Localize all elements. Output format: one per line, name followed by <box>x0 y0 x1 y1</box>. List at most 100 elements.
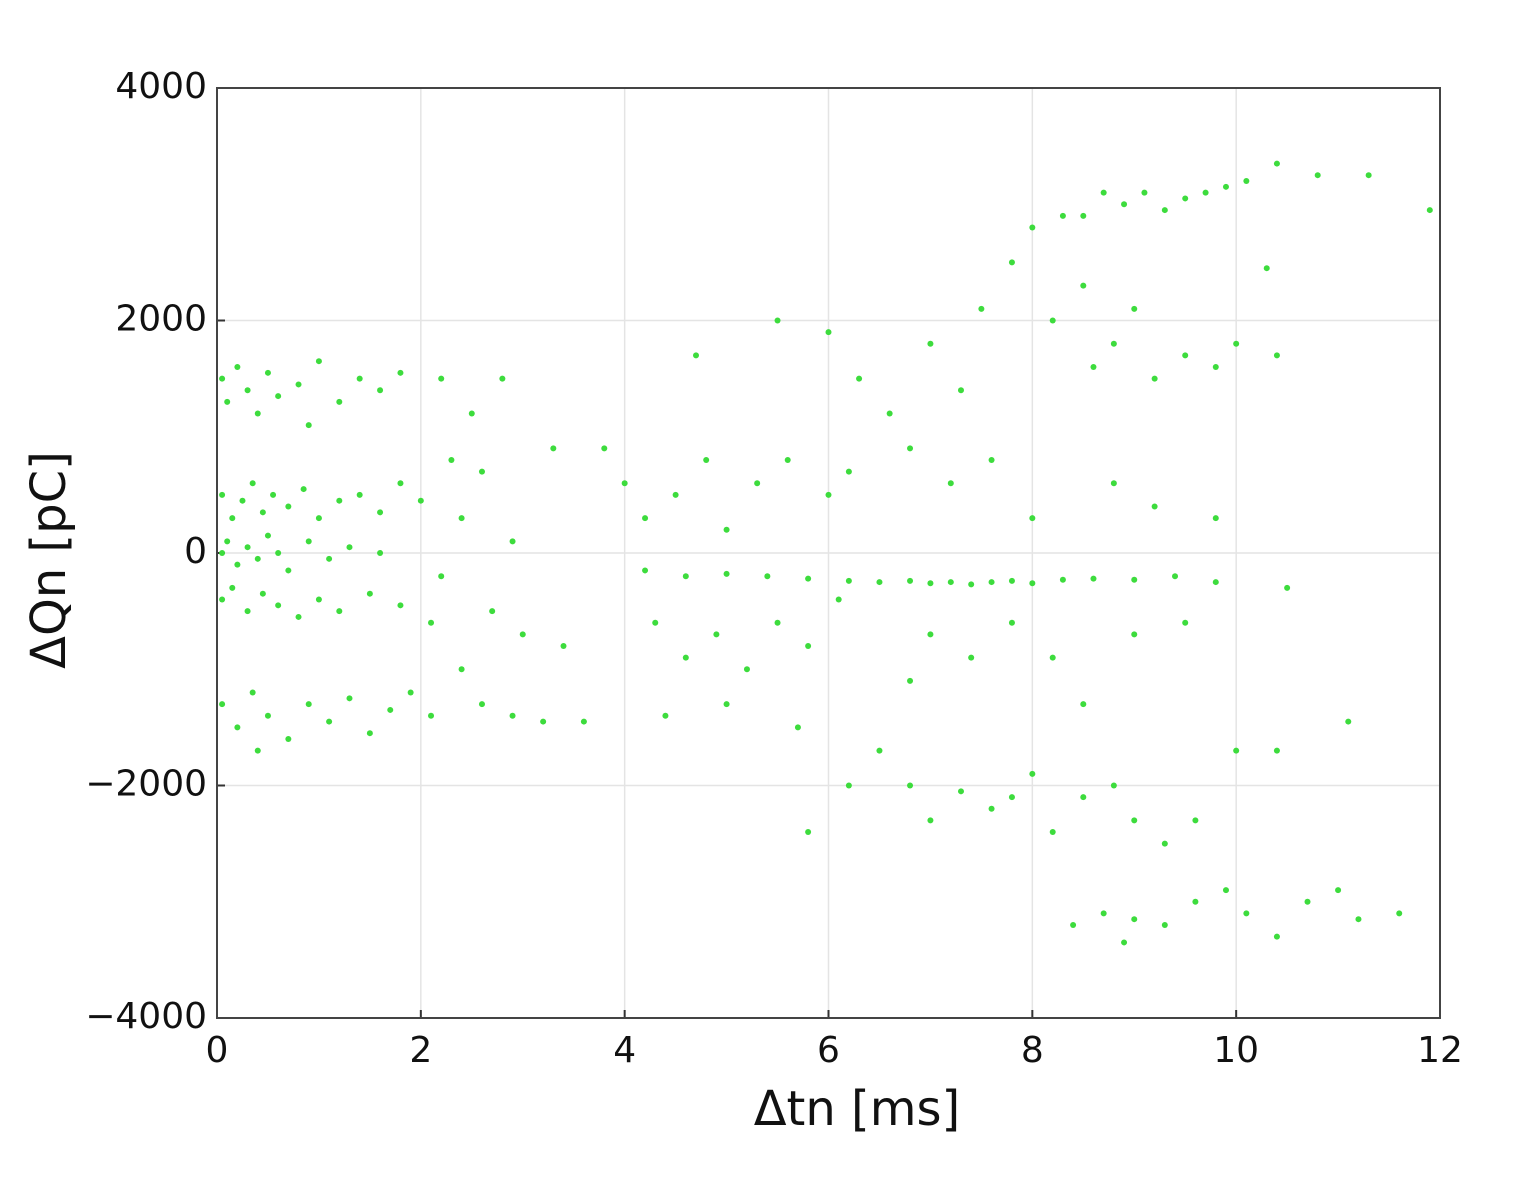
point <box>377 550 384 556</box>
point <box>234 724 241 731</box>
point <box>478 468 485 475</box>
point <box>988 457 995 463</box>
x-tick-label: 12 <box>1417 1030 1463 1071</box>
point <box>907 445 914 452</box>
point <box>845 782 852 789</box>
point <box>264 712 271 719</box>
point <box>957 387 964 394</box>
point <box>244 387 251 394</box>
point <box>219 596 226 603</box>
point <box>1110 782 1117 789</box>
point <box>601 445 608 452</box>
point <box>1161 207 1168 214</box>
x-tick-label: 10 <box>1213 1030 1259 1071</box>
point <box>509 712 516 719</box>
point <box>366 590 373 597</box>
point <box>805 829 812 835</box>
point <box>254 410 261 417</box>
point <box>1090 575 1097 582</box>
point <box>1059 576 1066 583</box>
point <box>1080 282 1087 289</box>
point <box>1008 794 1015 801</box>
point <box>1131 916 1138 923</box>
y-axis-label: ΔQn [pC] <box>21 451 77 669</box>
point <box>305 422 312 429</box>
point <box>1080 212 1087 219</box>
point <box>927 340 934 347</box>
point <box>366 730 373 737</box>
point <box>1029 224 1036 231</box>
y-tick-label: −2000 <box>85 764 207 805</box>
point <box>468 410 475 417</box>
point <box>239 497 246 504</box>
point <box>1008 619 1015 626</box>
point <box>1243 178 1250 184</box>
point <box>805 575 812 582</box>
x-tick-label: 2 <box>409 1030 432 1071</box>
point <box>1100 189 1107 196</box>
point <box>1273 160 1280 167</box>
point <box>417 497 424 504</box>
point <box>1426 207 1433 214</box>
point <box>315 358 322 365</box>
point <box>886 410 893 417</box>
point <box>326 718 333 725</box>
point <box>1080 701 1087 708</box>
point <box>947 579 954 586</box>
point <box>264 532 271 539</box>
point <box>1273 747 1280 754</box>
point <box>825 329 832 336</box>
point <box>1222 887 1229 894</box>
point <box>458 515 465 522</box>
point <box>1355 916 1362 923</box>
point <box>621 480 628 487</box>
point <box>1090 364 1097 370</box>
point <box>794 724 801 731</box>
point <box>519 631 526 638</box>
point <box>1029 515 1036 522</box>
point <box>560 643 567 649</box>
point <box>693 352 700 359</box>
point <box>550 445 557 452</box>
point <box>907 577 914 584</box>
point <box>397 480 404 487</box>
point <box>478 701 485 708</box>
point <box>1222 183 1229 190</box>
point <box>249 480 256 487</box>
point <box>805 643 812 649</box>
point <box>377 387 384 394</box>
point <box>1049 317 1056 324</box>
point <box>275 602 282 609</box>
point <box>1161 922 1168 928</box>
point <box>1121 939 1128 946</box>
point <box>1182 352 1189 359</box>
x-axis-label: Δtn [ms] <box>754 1081 961 1137</box>
point <box>1396 910 1403 917</box>
point <box>254 555 261 562</box>
y-tick-label: 2000 <box>115 299 207 340</box>
point <box>300 486 307 493</box>
point <box>1212 364 1219 370</box>
point <box>336 608 343 615</box>
point <box>219 491 226 498</box>
point <box>907 677 914 684</box>
point <box>1284 584 1291 591</box>
point <box>264 369 271 376</box>
point <box>387 706 394 713</box>
point <box>509 538 516 545</box>
point <box>540 718 547 725</box>
point <box>774 317 781 324</box>
point <box>244 608 251 615</box>
point <box>927 631 934 638</box>
point <box>499 375 506 382</box>
point <box>652 619 659 626</box>
point <box>1212 579 1219 586</box>
point <box>1314 172 1321 179</box>
point <box>1182 619 1189 626</box>
x-tick-label: 4 <box>613 1030 636 1071</box>
x-tick-label: 6 <box>817 1030 840 1071</box>
point <box>774 619 781 626</box>
point <box>249 689 256 696</box>
point <box>219 375 226 382</box>
point <box>229 584 236 591</box>
